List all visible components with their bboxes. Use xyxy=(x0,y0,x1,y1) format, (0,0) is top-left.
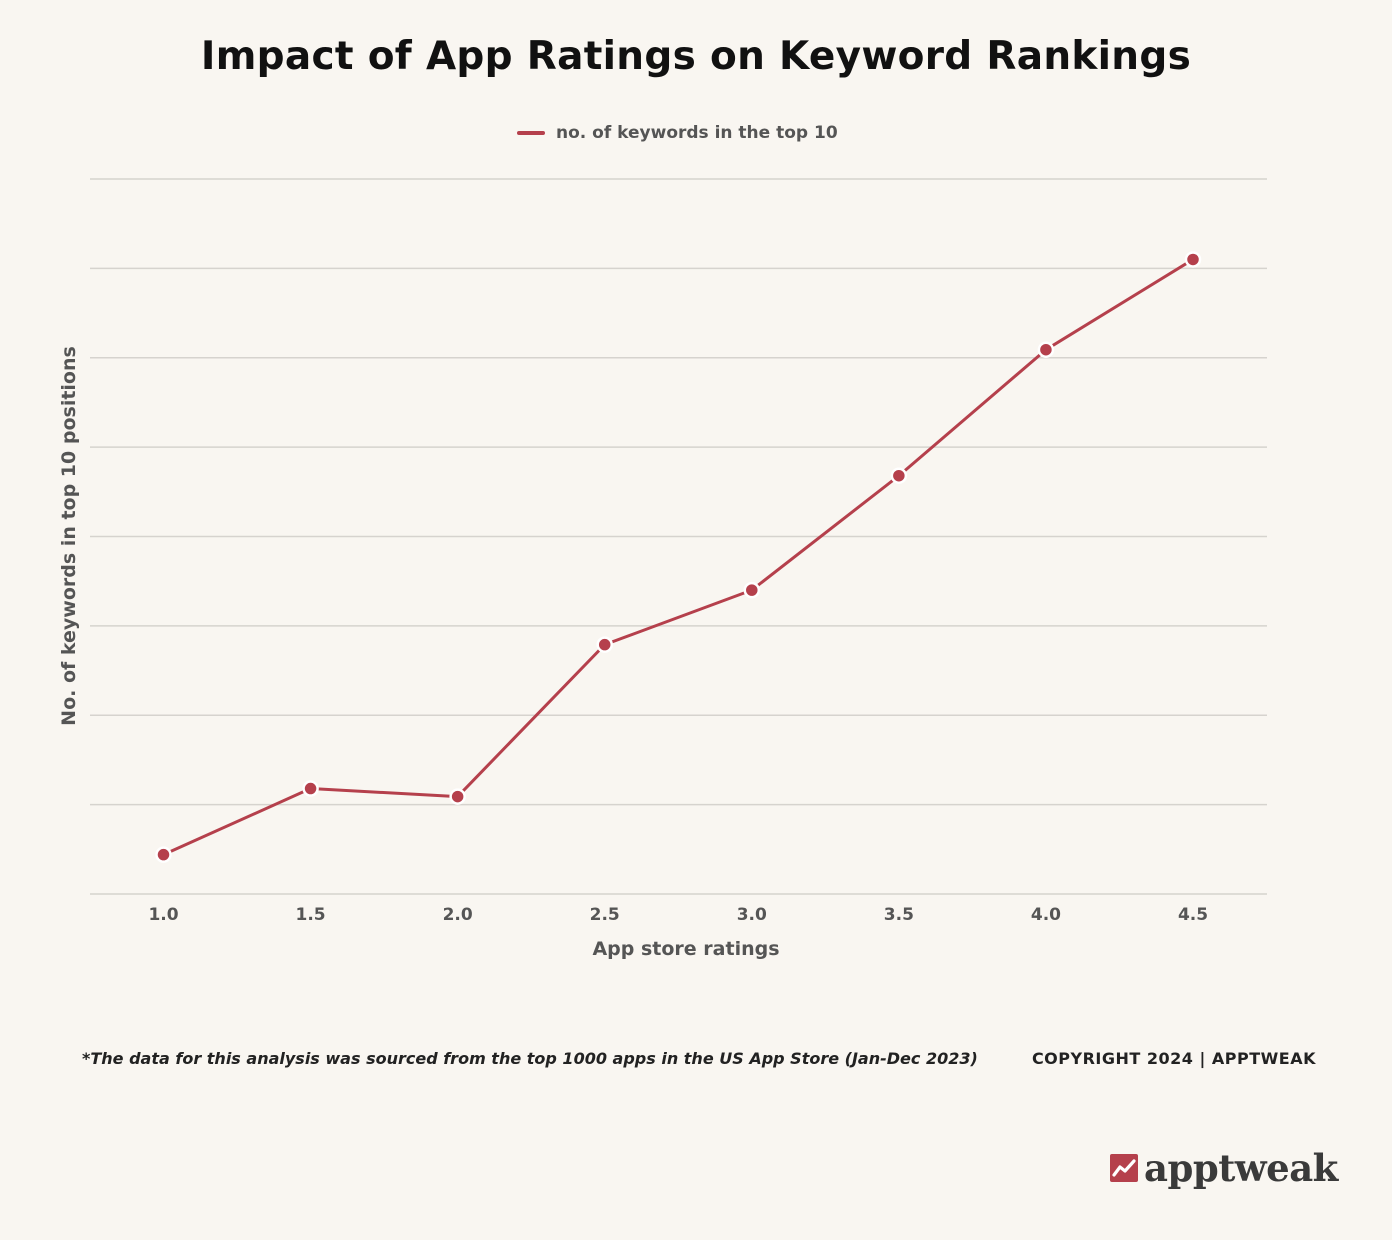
apptweak-logo: apptweak xyxy=(1110,1146,1338,1190)
data-point xyxy=(155,846,172,863)
legend-label: no. of keywords in the top 10 xyxy=(556,123,838,143)
y-axis-label: No. of keywords in top 10 positions xyxy=(58,346,80,726)
copyright-notice: COPYRIGHT 2024 | APPTWEAK xyxy=(1031,1049,1316,1068)
data-point xyxy=(1037,341,1055,358)
data-point xyxy=(596,636,613,653)
brand-name: apptweak xyxy=(1144,1146,1338,1190)
x-tick-label: 3.0 xyxy=(737,905,767,925)
data-source-footnote: *The data for this analysis was sourced … xyxy=(82,1049,978,1068)
x-tick-label: 3.5 xyxy=(884,905,914,925)
data-point xyxy=(890,467,908,484)
legend-swatch xyxy=(517,131,545,135)
x-tick-label: 4.0 xyxy=(1031,905,1061,925)
line-chart: 1.0 1.5 2.0 2.5 3.0 3.5 4.0 4.5 App store ratin… xyxy=(58,178,1267,960)
series-points xyxy=(155,251,1202,863)
x-tick-label: 1.0 xyxy=(148,905,178,925)
x-tick-label: 1.5 xyxy=(296,905,326,925)
x-tick-labels: 1.0 1.5 2.0 2.5 3.0 3.5 4.0 4.5 xyxy=(148,905,1208,925)
data-point xyxy=(449,788,466,805)
data-point xyxy=(302,780,319,797)
x-tick-label: 4.5 xyxy=(1178,905,1208,925)
x-tick-label: 2.0 xyxy=(443,905,473,925)
data-point xyxy=(743,581,761,599)
gridlines xyxy=(90,178,1267,895)
data-point xyxy=(1184,251,1202,268)
x-tick-label: 2.5 xyxy=(590,905,620,925)
chart-legend: no. of keywords in the top 10 xyxy=(517,122,838,144)
x-axis-label: App store ratings xyxy=(592,938,779,960)
chart-title: Impact of App Ratings on Keyword Ranking… xyxy=(200,34,1192,79)
trend-up-icon xyxy=(1110,1154,1138,1182)
series-line-group xyxy=(162,257,1195,857)
series-line xyxy=(162,257,1195,857)
